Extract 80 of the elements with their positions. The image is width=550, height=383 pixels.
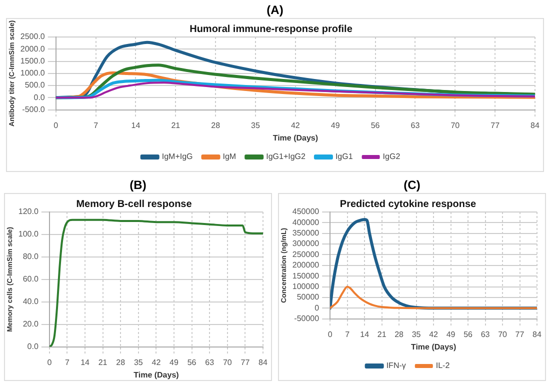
y-tick-label: 400000 bbox=[292, 218, 320, 227]
x-axis-title: Time (Days) bbox=[410, 342, 456, 352]
x-tick-label: 28 bbox=[394, 330, 404, 339]
y-tick-label: 120.0 bbox=[18, 207, 39, 216]
legend-label: IgM+IgG bbox=[162, 152, 193, 162]
y-tick-label: 1500.0 bbox=[20, 56, 46, 66]
x-tick-label: 7 bbox=[94, 120, 99, 130]
y-tick-label: 0.0 bbox=[27, 342, 39, 352]
x-tick-label: 21 bbox=[171, 120, 181, 130]
x-tick-label: 63 bbox=[480, 330, 490, 339]
text: (B) bbox=[128, 177, 148, 193]
y-tick-label: -50000 bbox=[294, 314, 320, 324]
x-tick-label: 28 bbox=[116, 358, 126, 367]
x-tick-label: 14 bbox=[131, 120, 141, 130]
x-tick-label: 56 bbox=[187, 358, 197, 367]
x-tick-label: 70 bbox=[498, 330, 508, 339]
x-tick-label: 63 bbox=[205, 358, 215, 367]
y-tick-label: 200000 bbox=[292, 260, 320, 270]
x-tick-label: 49 bbox=[170, 358, 180, 367]
x-tick-label: 84 bbox=[530, 120, 540, 130]
y-tick-label: -500.0 bbox=[22, 105, 46, 114]
x-tick-label: 84 bbox=[258, 358, 268, 367]
legend-label: IFN-γ bbox=[386, 361, 406, 370]
x-tick-label: 0 bbox=[328, 330, 333, 339]
x-axis-title: Time (Days) bbox=[272, 133, 318, 142]
x-tick-label: 7 bbox=[64, 358, 70, 367]
x-tick-label: 77 bbox=[240, 358, 250, 367]
y-tick-label: 40.0 bbox=[22, 297, 39, 306]
x-tick-label: 21 bbox=[98, 358, 108, 367]
x-tick-label: 77 bbox=[490, 120, 500, 130]
x-tick-label: 49 bbox=[330, 120, 340, 130]
x-axis-title: Time (Days) bbox=[134, 370, 180, 380]
y-tick-label: 100.0 bbox=[18, 230, 39, 239]
x-tick-label: 63 bbox=[410, 120, 420, 130]
x-tick-label: 49 bbox=[446, 330, 456, 339]
x-tick-label: 42 bbox=[429, 330, 439, 339]
x-tick-label: 14 bbox=[360, 330, 370, 339]
x-tick-label: 35 bbox=[251, 120, 261, 130]
x-tick-label: 35 bbox=[412, 330, 422, 339]
chart-title: Memory B-cell response bbox=[76, 198, 192, 210]
y-tick-label: 150000 bbox=[292, 271, 320, 280]
y-tick-label: 0.0 bbox=[34, 92, 46, 102]
y-tick-label: 0 bbox=[314, 303, 320, 312]
x-tick-label: 0 bbox=[54, 120, 59, 130]
x-tick-label: 42 bbox=[290, 120, 300, 130]
x-tick-label: 42 bbox=[152, 358, 162, 367]
x-tick-label: 35 bbox=[134, 358, 144, 367]
y-tick-label: 2500.0 bbox=[20, 32, 46, 42]
x-tick-label: 7 bbox=[345, 330, 350, 339]
y-tick-label: 1000.0 bbox=[20, 68, 46, 78]
y-tick-label: 2000.0 bbox=[20, 44, 46, 54]
y-tick-label: 350000 bbox=[292, 228, 320, 238]
x-tick-label: 21 bbox=[377, 330, 387, 339]
text: (A) bbox=[266, 2, 284, 18]
x-tick-label: 0 bbox=[47, 358, 52, 367]
y-tick-label: 100000 bbox=[292, 282, 320, 291]
chart-title: Predicted cytokine response bbox=[340, 198, 477, 210]
x-tick-label: 56 bbox=[464, 330, 474, 339]
legend-label: IL-2 bbox=[436, 361, 450, 370]
y-tick-label: 250000 bbox=[292, 250, 320, 259]
x-tick-label: 14 bbox=[80, 358, 90, 367]
x-tick-label: 70 bbox=[450, 120, 460, 130]
y-tick-label: 60.0 bbox=[22, 274, 39, 284]
x-tick-label: 77 bbox=[515, 330, 525, 339]
y-tick-label: 300000 bbox=[292, 239, 320, 248]
y-tick-label: 20.0 bbox=[22, 320, 39, 329]
x-tick-label: 70 bbox=[222, 358, 232, 367]
y-tick-label: 50000 bbox=[296, 292, 320, 302]
y-tick-label: 450000 bbox=[292, 207, 320, 216]
x-tick-label: 56 bbox=[370, 120, 380, 130]
x-tick-label: 28 bbox=[211, 120, 221, 130]
text: (C) bbox=[402, 177, 422, 193]
y-tick-label: 80.0 bbox=[22, 252, 39, 262]
y-tick-label: 500.0 bbox=[24, 80, 46, 90]
legend-label: IgG1+IgG2 bbox=[266, 152, 306, 162]
chart-title: Humoral immune-response profile bbox=[190, 24, 353, 35]
legend-label: IgM bbox=[222, 152, 236, 162]
x-tick-label: 84 bbox=[532, 330, 542, 339]
legend-label: IgG1 bbox=[335, 152, 354, 162]
legend-label: IgG2 bbox=[382, 152, 401, 162]
